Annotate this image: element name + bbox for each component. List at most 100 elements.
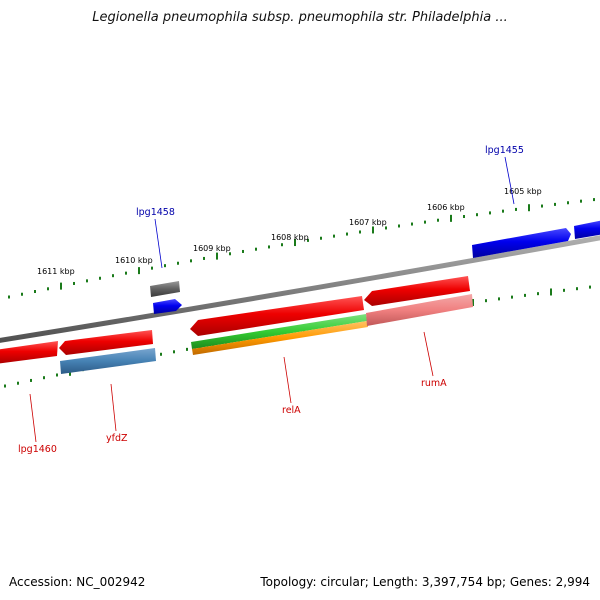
feature-relA-green[interactable]	[191, 314, 367, 349]
outer-scale-minor-tick	[398, 224, 400, 228]
label-lpg1458[interactable]: lpg1458	[136, 207, 175, 218]
feature-relA-orange[interactable]	[192, 321, 368, 355]
inner-scale-major-tick	[550, 288, 552, 296]
inner-scale-minor-tick	[576, 287, 578, 291]
label-lpg1455[interactable]: lpg1455	[485, 145, 524, 156]
scale-label-1611: 1611 kbp	[37, 267, 75, 276]
outer-scale-minor-tick	[21, 292, 23, 296]
outer-scale-major-tick	[60, 282, 62, 290]
inner-scale-minor-tick	[17, 381, 19, 385]
gene-forward-small[interactable]	[153, 299, 182, 314]
outer-scale-minor-tick	[437, 218, 439, 222]
outer-scale-minor-tick	[346, 232, 348, 236]
label-relA[interactable]: relA	[282, 405, 301, 416]
outer-scale-minor-tick	[8, 295, 10, 299]
inner-scale-minor-tick	[56, 373, 58, 377]
label-yfdZ[interactable]: yfdZ	[106, 433, 128, 444]
outer-scale-minor-tick	[47, 287, 49, 291]
inner-scale-minor-tick	[173, 350, 175, 354]
inner-scale-minor-tick	[511, 295, 513, 299]
outer-scale-minor-tick	[489, 211, 491, 215]
scale-label-1605: 1605 kbp	[504, 187, 542, 196]
outer-scale-minor-tick	[190, 259, 192, 263]
inner-scale-minor-tick	[30, 378, 32, 382]
outer-scale-minor-tick	[515, 207, 517, 211]
outer-scale-minor-tick	[554, 202, 556, 206]
scale-label-1610: 1610 kbp	[115, 256, 153, 265]
feature-rumA-pink[interactable]	[366, 294, 473, 326]
outer-scale-minor-tick	[411, 222, 413, 226]
inner-scale-minor-tick	[524, 293, 526, 297]
label-lpg1460[interactable]: lpg1460	[18, 444, 57, 455]
outer-scale-minor-tick	[320, 236, 322, 240]
outer-scale-minor-tick	[502, 209, 504, 213]
scale-label-1608: 1608 kbp	[271, 233, 309, 242]
gene-lpg1458-pseudo[interactable]	[150, 281, 180, 297]
outer-scale-minor-tick	[177, 261, 179, 265]
gene-rumA-arrow[interactable]	[364, 276, 470, 306]
leader-lpg1455	[504, 156, 515, 205]
leader-lpg1460	[29, 393, 37, 443]
outer-scale-minor-tick	[203, 256, 205, 260]
gene-lpg1455[interactable]	[472, 228, 571, 258]
map-title: Legionella pneumophila subsp. pneumophil…	[92, 10, 508, 25]
leader-lpg1458	[154, 218, 163, 269]
outer-scale-minor-tick	[580, 199, 582, 203]
outer-scale-minor-tick	[99, 276, 101, 280]
outer-scale-major-tick	[450, 214, 452, 222]
leader-yfdZ	[110, 383, 117, 432]
scale-label-1607: 1607 kbp	[349, 218, 387, 227]
inner-scale-minor-tick	[160, 352, 162, 356]
outer-scale-minor-tick	[333, 234, 335, 238]
outer-scale-minor-tick	[73, 281, 75, 285]
outer-scale	[8, 198, 595, 299]
label-rumA[interactable]: rumA	[421, 378, 447, 389]
inner-scale-minor-tick	[589, 285, 591, 289]
outer-scale-major-tick	[528, 204, 530, 212]
outer-scale-minor-tick	[112, 274, 114, 278]
outer-scale-minor-tick	[541, 204, 543, 208]
inner-scale-minor-tick	[537, 292, 539, 296]
outer-scale-minor-tick	[281, 243, 283, 247]
inner-scale-major-tick	[472, 298, 474, 306]
gene-forward-edge[interactable]	[574, 220, 600, 239]
outer-scale-minor-tick	[242, 249, 244, 253]
outer-scale-minor-tick	[268, 245, 270, 249]
leader-relA	[283, 356, 292, 404]
outer-scale-minor-tick	[359, 230, 361, 234]
outer-scale-minor-tick	[424, 220, 426, 224]
inner-scale-minor-tick	[186, 347, 188, 351]
scale-label-1606: 1606 kbp	[427, 203, 465, 212]
gene-lpg1460[interactable]	[59, 330, 153, 355]
leader-rumA	[423, 331, 434, 377]
outer-scale-major-tick	[138, 267, 140, 275]
outer-scale-minor-tick	[593, 198, 595, 202]
inner-scale-minor-tick	[43, 376, 45, 380]
gene-reverse-left-edge[interactable]	[0, 341, 58, 364]
accession-text: Accession: NC_002942	[9, 575, 146, 589]
scale-label-1609: 1609 kbp	[193, 244, 231, 253]
outer-scale-minor-tick	[164, 264, 166, 268]
outer-scale-minor-tick	[567, 201, 569, 205]
outer-scale-minor-tick	[151, 266, 153, 270]
outer-scale-minor-tick	[476, 213, 478, 217]
outer-scale-minor-tick	[125, 271, 127, 275]
genome-summary-text: Topology: circular; Length: 3,397,754 bp…	[260, 575, 590, 589]
outer-scale-major-tick	[372, 226, 374, 234]
outer-scale-minor-tick	[385, 226, 387, 230]
inner-scale-minor-tick	[485, 299, 487, 303]
outer-scale-minor-tick	[463, 215, 465, 219]
gene-yfdZ[interactable]	[60, 348, 156, 374]
outer-scale-minor-tick	[86, 279, 88, 283]
outer-scale-major-tick	[216, 252, 218, 260]
outer-scale-minor-tick	[34, 290, 36, 294]
inner-scale-minor-tick	[563, 288, 565, 292]
gene-relA-arrow[interactable]	[190, 296, 364, 336]
outer-scale-minor-tick	[255, 247, 257, 251]
inner-scale-minor-tick	[498, 297, 500, 301]
inner-scale-minor-tick	[4, 384, 6, 388]
outer-scale-minor-tick	[307, 238, 309, 242]
outer-scale-major-tick	[294, 239, 296, 247]
genome-backbone	[0, 235, 600, 343]
